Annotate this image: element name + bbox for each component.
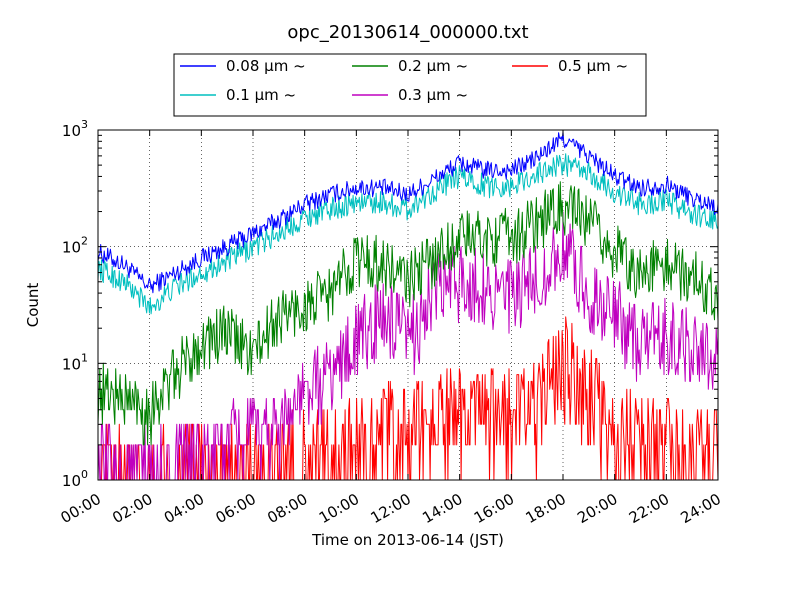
series-line-2 [97,181,719,446]
legend-label: 0.5 μm ~ [558,57,628,75]
y-tick-exponent: 2 [81,235,88,248]
x-tick-label: 18:00 [523,490,569,527]
legend: 0.08 μm ~ 0.1 μm ~ 0.2 μm ~ 0.3 μm ~ 0.5 μm … [173,53,647,117]
x-tick-label: 06:00 [213,490,259,527]
y-tick-exponent: 0 [81,468,88,481]
legend-label: 0.1 μm ~ [226,86,296,104]
y-tick-label: 101 [62,351,88,373]
y-tick-base: 10 [62,355,81,373]
x-axis-label: Time on 2013-06-14 (JST) [311,531,504,549]
x-tick-label: 14:00 [419,490,465,527]
x-tick-label: 20:00 [574,490,620,527]
x-tick-label: 04:00 [161,490,207,527]
legend-box [173,53,647,117]
x-tick-label: 00:00 [58,490,104,527]
chart-title: opc_20130614_000000.txt [287,22,528,43]
series-line-1 [97,153,719,315]
legend-label: 0.08 μm ~ [226,57,306,75]
x-tick-label: 08:00 [264,490,310,527]
legend-label: 0.2 μm ~ [398,57,468,75]
y-tick-base: 10 [62,239,81,257]
y-axis-label: Count [24,283,42,328]
x-tick-label: 02:00 [109,490,155,527]
y-tick-base: 10 [62,472,81,490]
x-tick-label: 16:00 [471,490,517,527]
x-tick-label: 12:00 [368,490,414,527]
x-tick-label: 10:00 [316,490,362,527]
x-tick-label: 24:00 [678,490,724,527]
y-tick-base: 10 [62,122,81,140]
legend-label: 0.3 μm ~ [398,86,468,104]
y-tick-label: 103 [62,118,88,140]
y-tick-exponent: 3 [81,118,88,131]
series-line-0 [97,131,719,294]
y-tick-label: 100 [62,468,88,490]
plot-frame [97,129,719,481]
x-tick-label: 22:00 [626,490,672,527]
y-tick-label: 102 [62,235,88,257]
y-tick-exponent: 1 [81,351,88,364]
